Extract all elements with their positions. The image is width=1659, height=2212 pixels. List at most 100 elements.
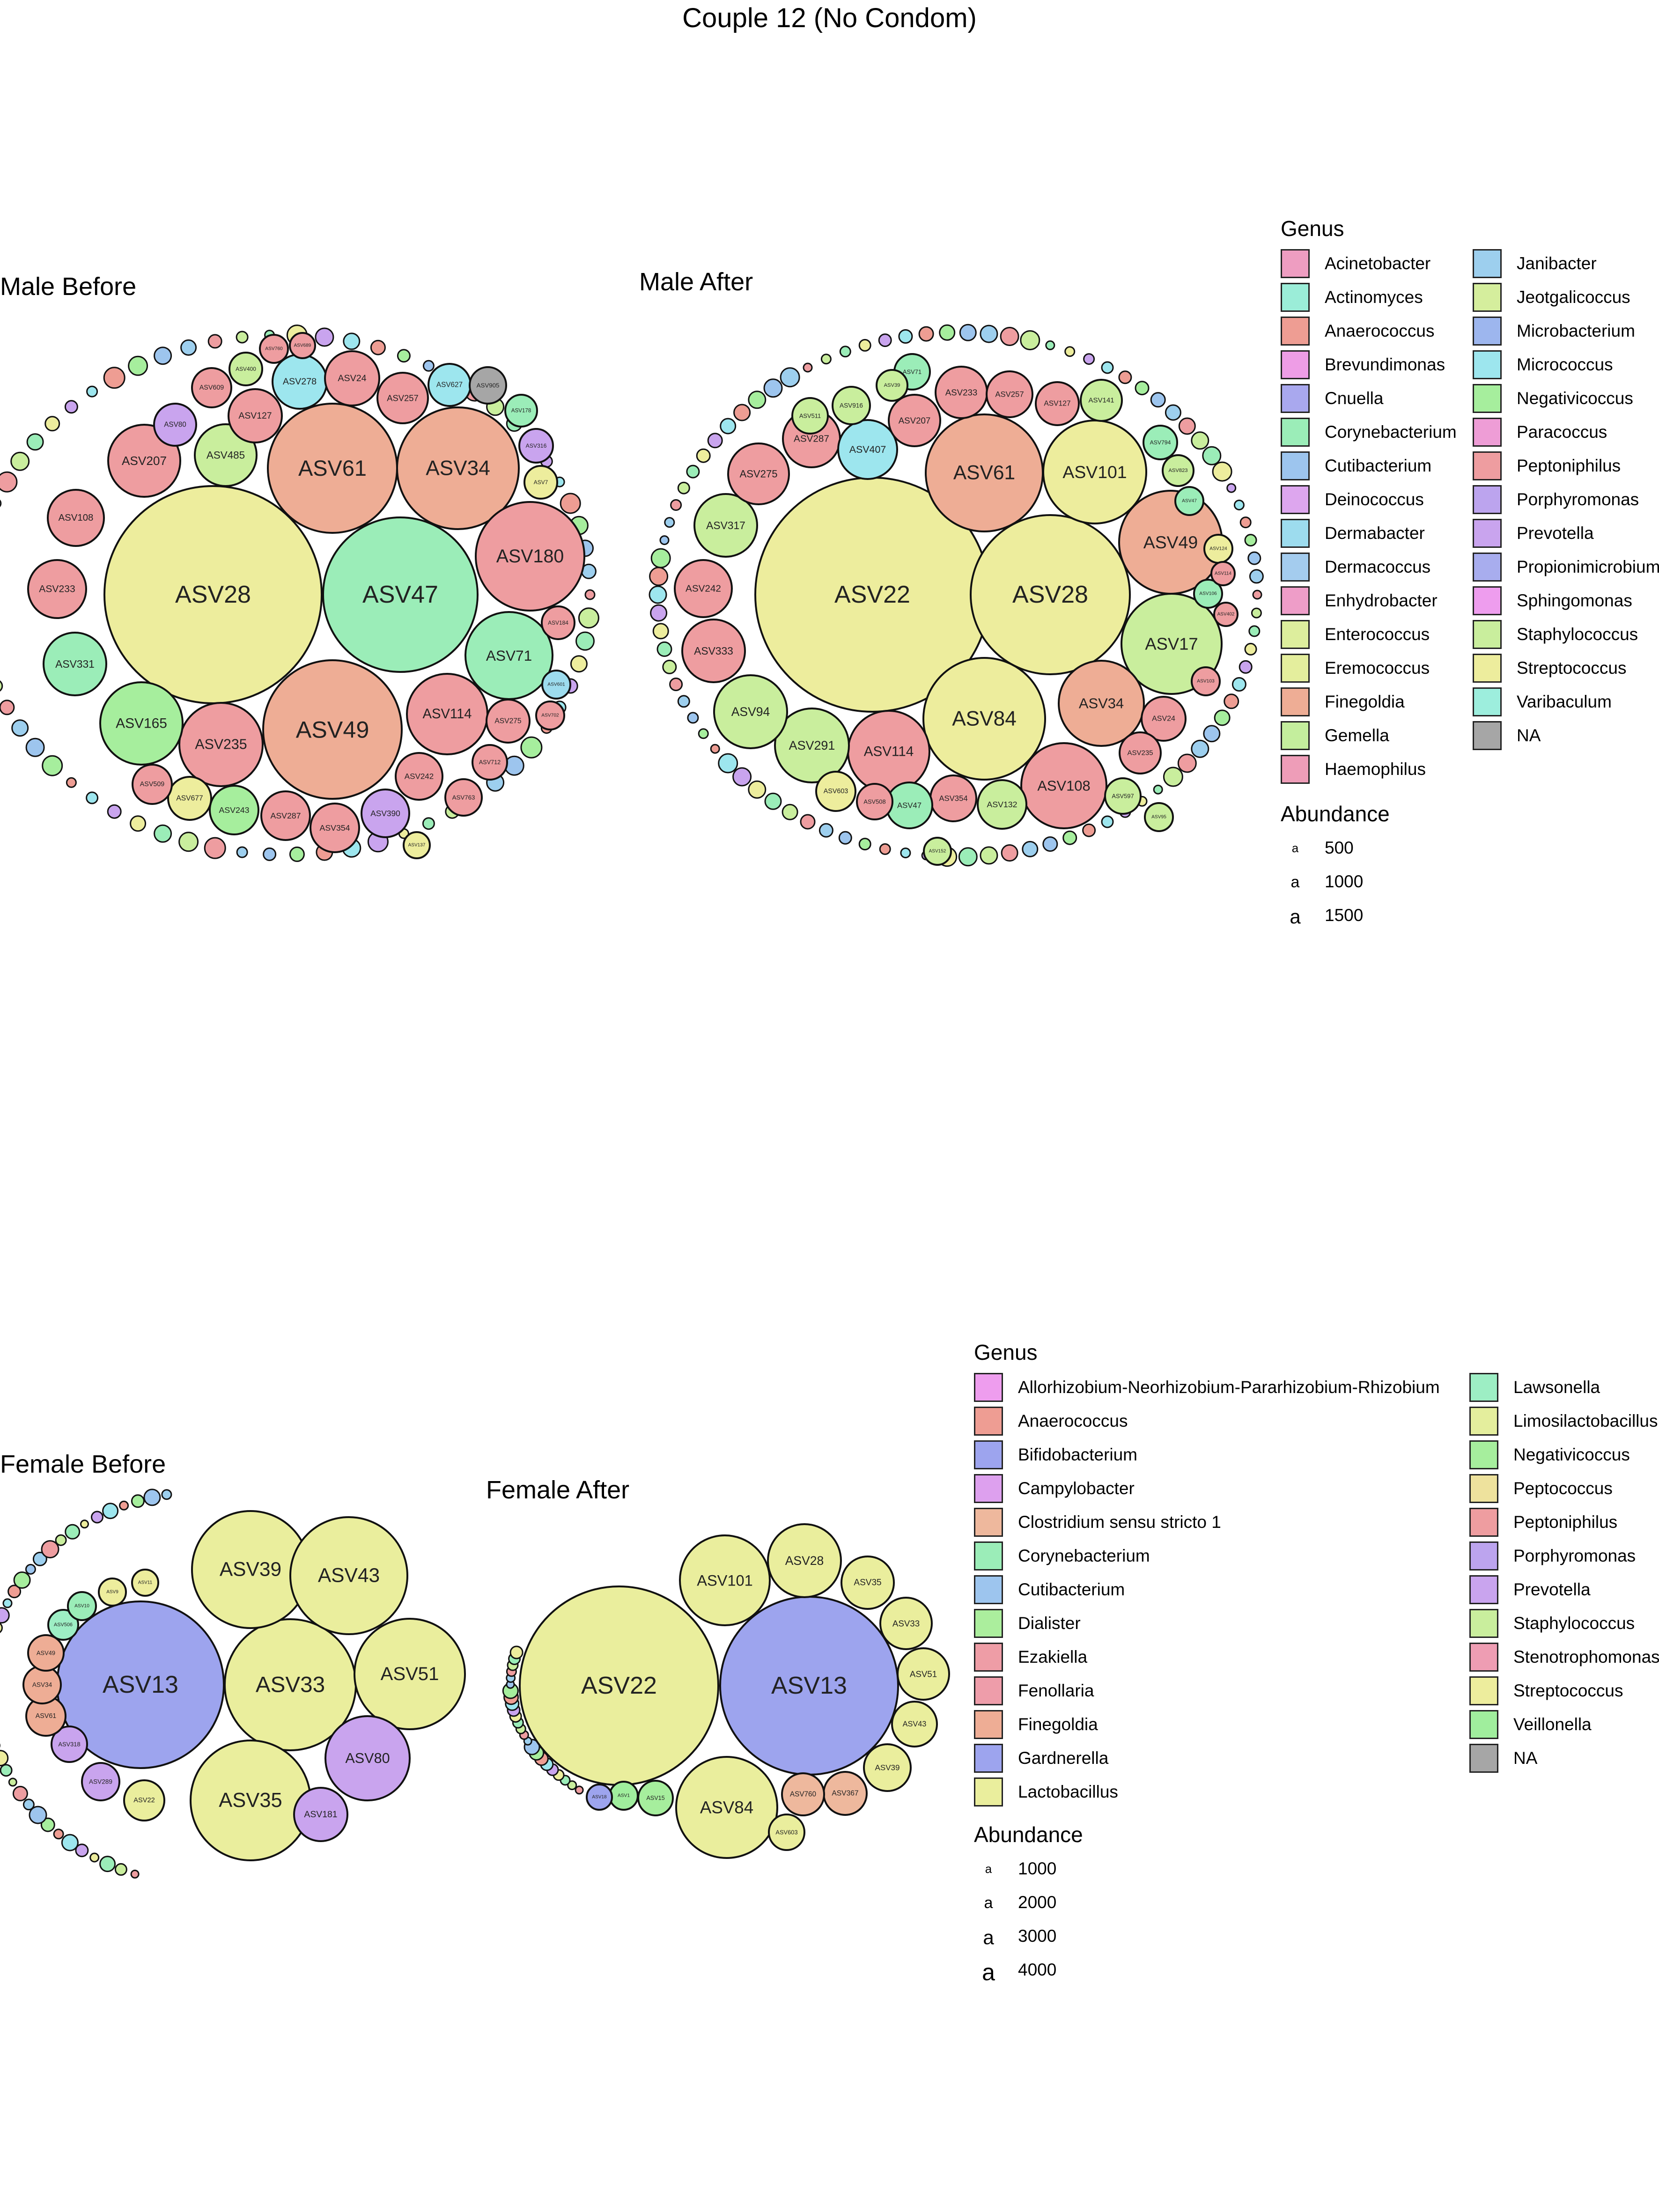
minor-bubble	[660, 536, 669, 545]
bubble-label: ASV402	[1217, 612, 1235, 617]
minor-bubble	[764, 379, 782, 397]
bubble-label: ASV601	[547, 682, 565, 687]
legend-color-key	[1473, 620, 1502, 649]
legend-color-key	[1469, 1710, 1498, 1739]
minor-bubble	[100, 1857, 115, 1872]
legend-color-key	[1473, 519, 1502, 548]
bubble-label: ASV137	[408, 843, 426, 848]
minor-bubble	[650, 568, 668, 585]
bubble-label: ASV13	[771, 1672, 847, 1699]
legend-label: Deinococcus	[1325, 490, 1424, 509]
legend-label: Corynebacterium	[1325, 422, 1457, 442]
legend-label: Lawsonella	[1513, 1378, 1600, 1397]
minor-bubble	[87, 792, 98, 804]
minor-bubble	[0, 700, 14, 715]
bubble-label: ASV152	[929, 849, 946, 854]
minor-bubble	[699, 729, 708, 738]
minor-bubble	[1063, 831, 1077, 844]
minor-bubble	[576, 632, 594, 650]
legend-label: Clostridium sensu stricto 1	[1018, 1512, 1221, 1532]
legend-color-key	[1281, 654, 1310, 683]
bubble-label: ASV33	[892, 1619, 920, 1629]
minor-bubble	[653, 624, 668, 639]
minor-bubble	[423, 818, 434, 829]
bubble-label: ASV47	[897, 801, 922, 810]
bubble-label: ASV15	[646, 1795, 664, 1801]
bubble-label: ASV71	[903, 369, 922, 376]
bubble-label: ASV9	[106, 1590, 118, 1595]
minor-bubble	[880, 844, 890, 854]
minor-bubble	[1192, 432, 1209, 449]
legend-color-key	[1281, 283, 1310, 312]
legend-label: Peptoniphilus	[1517, 456, 1621, 476]
minor-bubble	[981, 847, 997, 864]
legend-label: Porphyromonas	[1517, 490, 1639, 509]
abundance-label: 500	[1325, 838, 1354, 858]
legend-bottom-abundance-title: Abundance	[974, 1821, 1083, 1848]
legend-color-key	[1473, 451, 1502, 480]
bubble-label: ASV278	[283, 376, 317, 387]
minor-bubble	[155, 825, 171, 842]
bubble-label: ASV905	[477, 382, 500, 389]
legend-color-key	[1473, 317, 1502, 346]
bubble-label: ASV28	[175, 581, 251, 608]
minor-bubble	[575, 1786, 583, 1794]
bubble-label: ASV506	[54, 1622, 73, 1628]
minor-bubble	[205, 838, 225, 858]
bubble-label: ASV28	[785, 1554, 824, 1568]
legend-color-key	[974, 1777, 1003, 1806]
bubble-label: ASV367	[832, 1790, 858, 1798]
minor-bubble	[859, 339, 870, 351]
minor-bubble	[651, 549, 670, 568]
minor-bubble	[804, 363, 812, 372]
abundance-glyph: a	[974, 1862, 1003, 1876]
legend-color-key	[1469, 1575, 1498, 1604]
minor-bubble	[879, 334, 891, 347]
bubble-label: ASV84	[952, 708, 1017, 730]
bubble-label: ASV390	[370, 809, 400, 818]
minor-bubble	[1178, 754, 1196, 772]
legend-color-key	[1473, 384, 1502, 413]
legend-label: Negativicoccus	[1517, 389, 1633, 408]
minor-bubble	[26, 1564, 35, 1574]
legend-label: Peptoniphilus	[1513, 1512, 1617, 1532]
bubble-label: ASV823	[1168, 468, 1187, 473]
bubble-label: ASV61	[36, 1712, 57, 1720]
minor-bubble	[733, 768, 751, 786]
minor-bubble	[316, 328, 333, 346]
bubble-label: ASV114	[864, 744, 914, 759]
legend-top-abundance-title: Abundance	[1281, 801, 1390, 827]
bubble-label: ASV33	[256, 1673, 325, 1697]
legend-label: Bifidobacterium	[1018, 1445, 1137, 1465]
legend-color-key	[974, 1710, 1003, 1739]
legend-label: Lactobacillus	[1018, 1782, 1118, 1802]
bubble-label: ASV108	[59, 513, 94, 523]
minor-bubble	[45, 417, 59, 431]
minor-bubble	[657, 642, 671, 656]
legend-label: Gemella	[1325, 726, 1389, 745]
bubble-label: ASV609	[199, 384, 224, 391]
panel-male-before: ASV28 ASV47ASV49ASV61 ASV34ASV180ASV235ASV…	[0, 325, 598, 862]
minor-bubble	[54, 1829, 63, 1839]
minor-bubble	[1165, 405, 1180, 420]
legend-label: Paracoccus	[1517, 422, 1607, 442]
bubble-label: ASV763	[452, 794, 475, 801]
minor-bubble	[782, 804, 797, 819]
abundance-label: 2000	[1018, 1893, 1056, 1912]
bubble-label: ASV43	[903, 1720, 927, 1728]
minor-bubble	[9, 1778, 16, 1786]
legend-color-key	[1469, 1609, 1498, 1638]
bubble-label: ASV1	[618, 1793, 630, 1799]
minor-bubble	[721, 419, 736, 434]
minor-bubble	[919, 327, 933, 341]
legend-top-genus-title: Genus	[1281, 215, 1344, 242]
minor-bubble	[708, 434, 722, 448]
minor-bubble	[840, 347, 850, 357]
minor-bubble	[671, 500, 681, 510]
legend-color-key	[1281, 755, 1310, 784]
minor-bubble	[839, 832, 851, 844]
bubble-label: ASV354	[939, 794, 967, 803]
legend-color-key	[974, 1744, 1003, 1773]
minor-bubble	[398, 350, 410, 362]
bubble-label: ASV508	[863, 798, 885, 805]
